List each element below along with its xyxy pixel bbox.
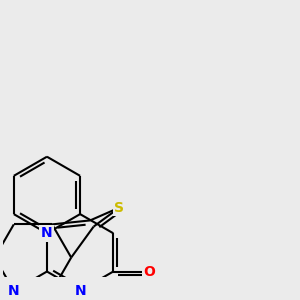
Text: S: S bbox=[114, 201, 124, 214]
Text: N: N bbox=[8, 284, 20, 298]
Text: O: O bbox=[144, 265, 155, 278]
Text: N: N bbox=[41, 226, 53, 240]
Text: N: N bbox=[74, 284, 86, 298]
